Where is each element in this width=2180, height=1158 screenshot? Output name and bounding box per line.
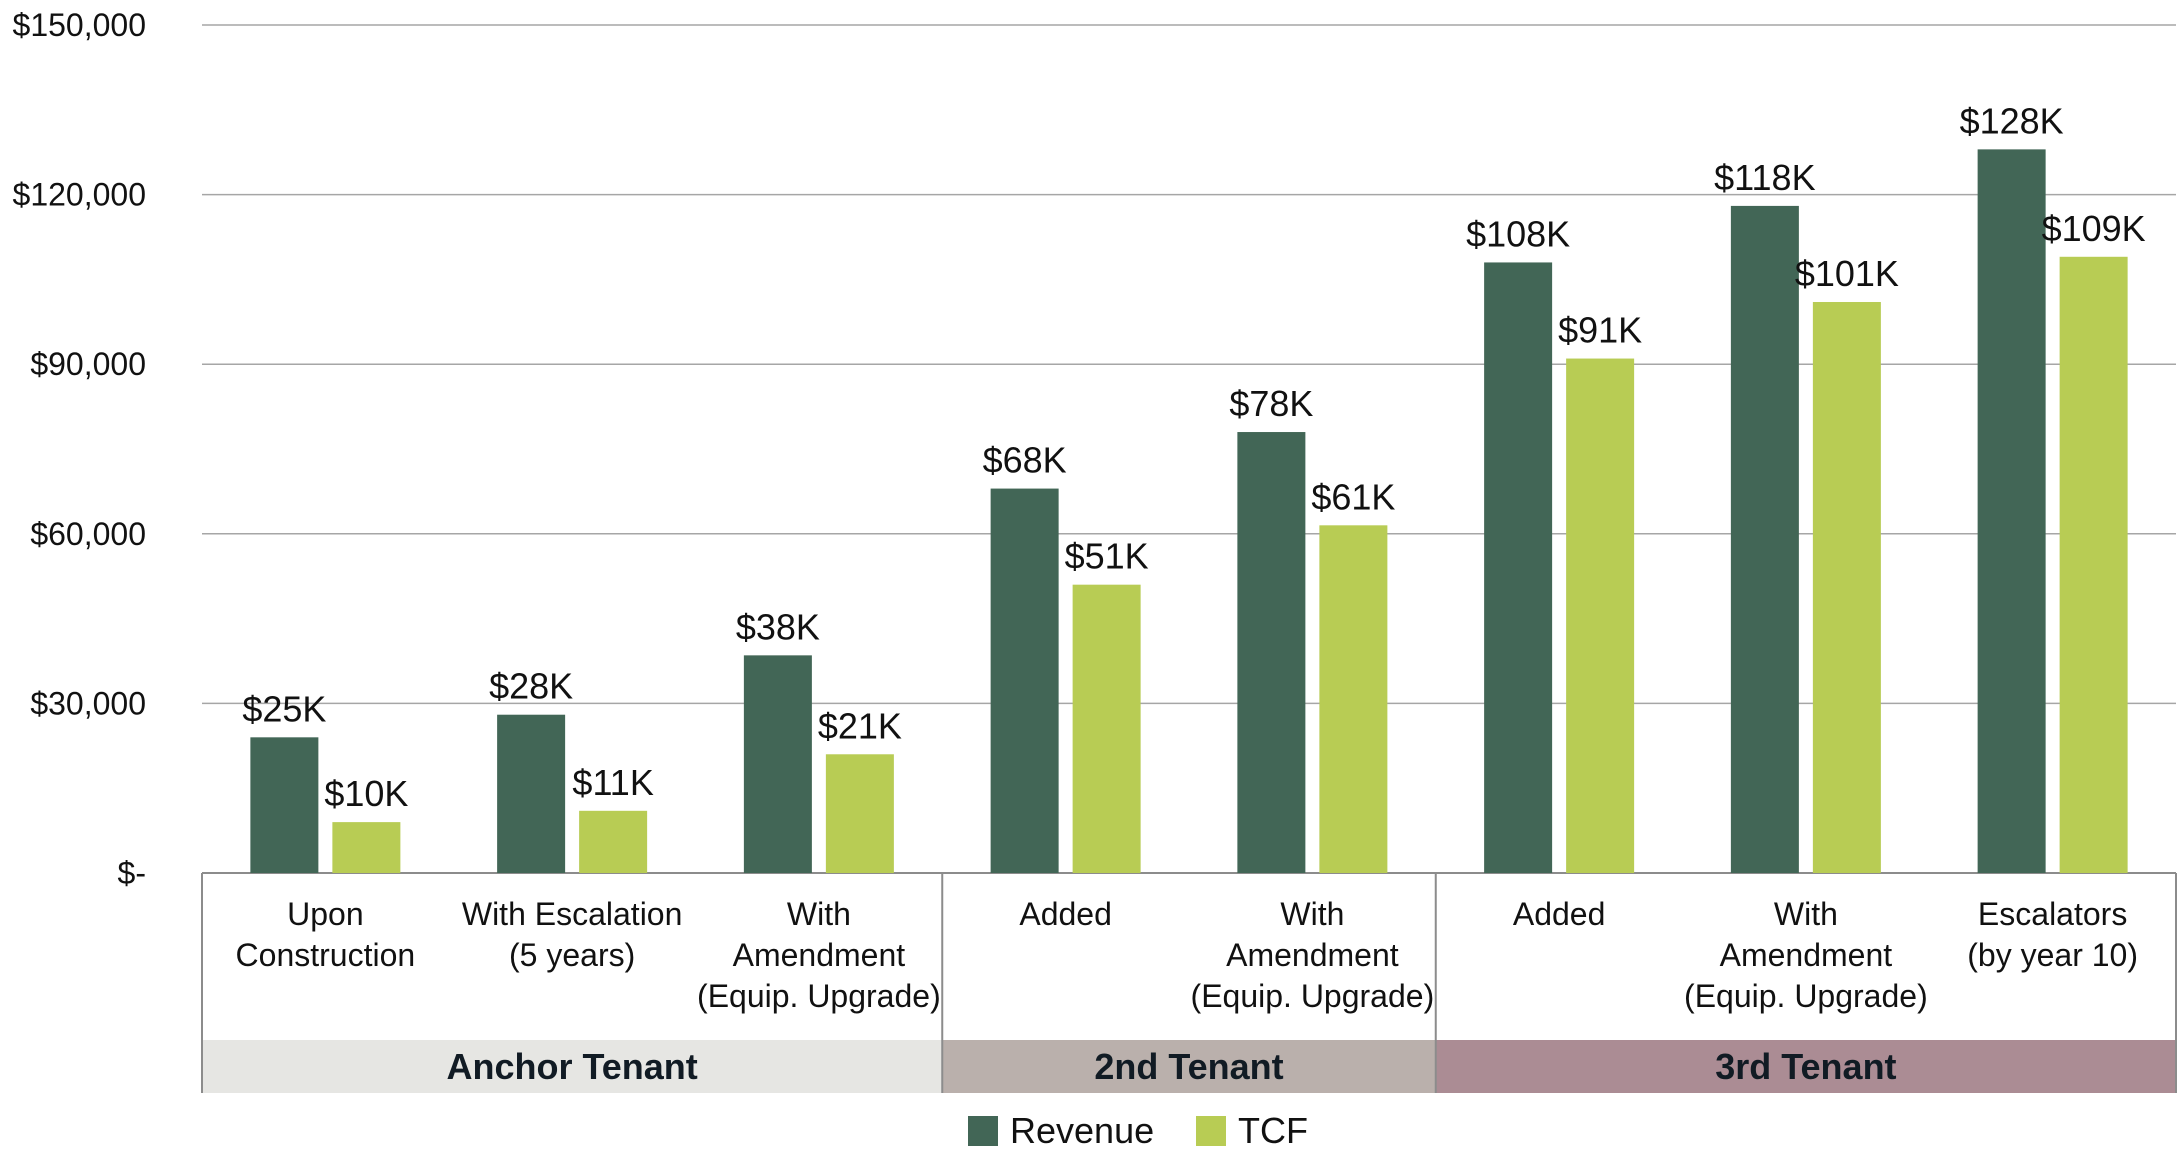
data-label-tcf: $101K: [1795, 253, 1899, 294]
category-label-line: (5 years): [509, 937, 635, 973]
data-labels: $25K $28K $38K $68K $78K $108K $118K $128K $10K $…: [242, 100, 2145, 814]
group-label: Anchor Tenant: [446, 1046, 697, 1087]
data-label-revenue: $108K: [1466, 213, 1570, 254]
bar-tcf: [2059, 256, 2128, 874]
category-label-line: With: [1774, 896, 1838, 932]
bar-revenue: [1237, 432, 1306, 873]
category-label-line: (Equip. Upgrade): [1191, 978, 1435, 1014]
category-label-line: Escalators: [1978, 896, 2127, 932]
category-label: With Amendment (Equip. Upgrade): [697, 896, 941, 1014]
category-label: Added: [1019, 896, 1112, 932]
category-label-line: With: [1280, 896, 1344, 932]
category-label-line: Added: [1513, 896, 1606, 932]
bar-revenue: [1977, 149, 2046, 873]
bar-revenue: [250, 737, 319, 873]
data-label-revenue: $78K: [1229, 383, 1313, 424]
data-label-tcf: $11K: [572, 762, 653, 803]
bar-tcf: [332, 822, 401, 873]
bar-revenue: [497, 714, 566, 873]
data-label-revenue: $25K: [242, 688, 326, 729]
bar-tcf: [1072, 584, 1141, 873]
category-label-line: Amendment: [1720, 937, 1893, 973]
category-label: Escalators (by year 10): [1967, 896, 2138, 973]
group-band-3: [1435, 1040, 2176, 1093]
bar-revenue: [990, 488, 1059, 873]
bars: [250, 149, 2128, 874]
category-label-line: With: [787, 896, 851, 932]
category-label-line: Upon: [287, 896, 364, 932]
category-label-line: (by year 10): [1967, 937, 2138, 973]
data-label-tcf: $109K: [2042, 208, 2146, 249]
y-tick-label: $-: [118, 855, 146, 891]
group-band-2: [942, 1040, 1436, 1093]
y-tick-label: $150,000: [13, 7, 146, 43]
tenant-group-bands: Anchor Tenant 2nd Tenant 3rd Tenant: [202, 1040, 2176, 1093]
bar-revenue: [743, 655, 812, 873]
data-label-revenue: $128K: [1960, 100, 2064, 141]
group-label: 2nd Tenant: [1094, 1046, 1283, 1087]
bar-tcf: [1812, 302, 1881, 874]
data-label-revenue: $118K: [1714, 157, 1815, 198]
category-label-line: Amendment: [733, 937, 906, 973]
bar-revenue: [1484, 262, 1553, 873]
bar-tcf: [1319, 525, 1388, 873]
legend-swatch-revenue: [968, 1116, 998, 1146]
y-axis-ticks: $- $30,000 $60,000 $90,000 $120,000 $150,000: [13, 7, 146, 891]
bar-tcf: [1566, 358, 1635, 874]
bar-tcf: [825, 754, 894, 873]
data-label-tcf: $61K: [1311, 476, 1395, 517]
category-label: Upon Construction: [236, 896, 416, 973]
category-label-line: (Equip. Upgrade): [697, 978, 941, 1014]
y-tick-label: $120,000: [13, 177, 146, 213]
category-label-line: (Equip. Upgrade): [1684, 978, 1928, 1014]
group-band-1: [202, 1040, 943, 1093]
data-label-tcf: $51K: [1065, 536, 1149, 577]
category-label-line: Amendment: [1226, 937, 1399, 973]
category-label-line: With Escalation: [462, 896, 683, 932]
group-label: 3rd Tenant: [1715, 1046, 1896, 1087]
bar-revenue: [1730, 205, 1799, 873]
category-label: Added: [1513, 896, 1606, 932]
y-tick-label: $30,000: [30, 685, 146, 721]
legend: Revenue TCF: [968, 1110, 1308, 1151]
category-labels: Upon Construction With Escalation (5 years)…: [236, 896, 2138, 1014]
category-label-line: Added: [1019, 896, 1112, 932]
data-label-tcf: $10K: [324, 773, 408, 814]
category-label-line: Construction: [236, 937, 416, 973]
data-label-tcf: $91K: [1558, 310, 1642, 351]
y-tick-label: $90,000: [30, 346, 146, 382]
legend-label-revenue: Revenue: [1010, 1110, 1154, 1151]
y-tick-label: $60,000: [30, 516, 146, 552]
category-label: With Amendment (Equip. Upgrade): [1684, 896, 1928, 1014]
legend-label-tcf: TCF: [1238, 1110, 1308, 1151]
data-label-revenue: $28K: [489, 666, 573, 707]
category-label: With Escalation (5 years): [462, 896, 683, 973]
data-label-revenue: $38K: [736, 606, 820, 647]
bar-tcf: [579, 810, 648, 873]
data-label-revenue: $68K: [983, 440, 1067, 481]
data-label-tcf: $21K: [818, 705, 902, 746]
category-label: With Amendment (Equip. Upgrade): [1191, 896, 1435, 1014]
legend-swatch-tcf: [1196, 1116, 1226, 1146]
